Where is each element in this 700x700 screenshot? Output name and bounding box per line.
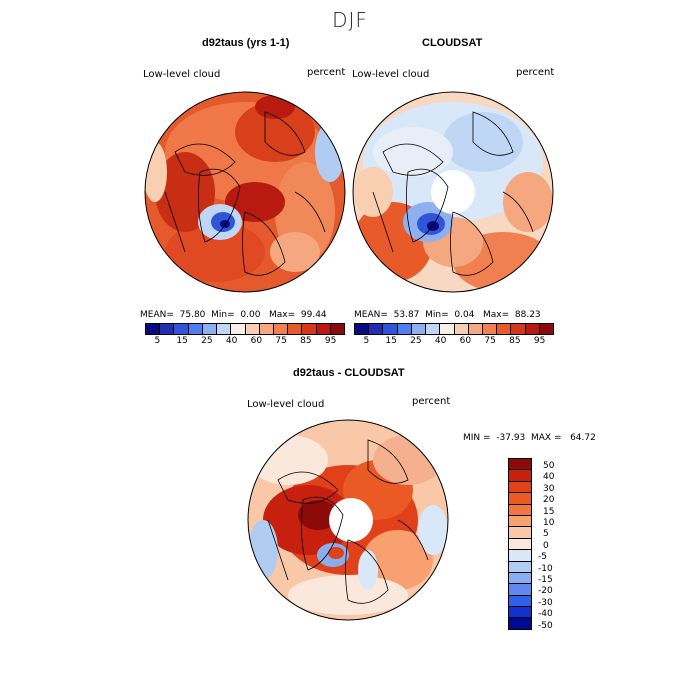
diff-colorbar-swatch (508, 618, 532, 629)
diff-colorbar-tick-label: 0 (543, 540, 549, 551)
colorbar-tick-label: 60 (459, 336, 472, 346)
colorbar-swatch (440, 324, 455, 334)
model-units-label: percent (307, 67, 346, 78)
diff-colorbar-tick-label: -15 (538, 575, 553, 585)
diff-colorbar-tick-label: -20 (538, 586, 553, 597)
obs-colorbar (354, 323, 554, 335)
obs-units-label: percent (516, 67, 555, 78)
colorbar-swatch (146, 324, 161, 334)
colorbar-tick-label: 75 (484, 336, 496, 346)
colorbar-swatch (330, 324, 345, 334)
colorbar-swatch (288, 324, 303, 334)
colorbar-swatch (355, 324, 370, 334)
model-stats: MEAN= 75.80 Min= 0.00 Max= 99.44 (140, 310, 327, 320)
diff-colorbar-tick-label: 15 (543, 506, 555, 517)
diff-colorbar-swatch (508, 538, 532, 551)
obs-colorbar-ticks: 5 15 25 40 60 75 85 95 (354, 336, 552, 348)
colorbar-swatch (202, 324, 218, 334)
model-colorbar (145, 323, 345, 335)
model-panel-title: d92taus (yrs 1-1) (202, 37, 290, 49)
diff-colorbar-swatch (508, 561, 532, 573)
diff-minmax: MIN = -37.93 MAX = 64.72 (463, 433, 596, 443)
diff-colorbar-tick-label: 10 (543, 518, 555, 528)
colorbar-swatch (539, 324, 554, 334)
diff-colorbar-swatch (508, 584, 532, 596)
colorbar-swatch (302, 324, 317, 334)
colorbar-swatch (497, 324, 512, 334)
diff-polar-map (247, 419, 449, 621)
colorbar-swatch (259, 324, 274, 334)
colorbar-swatch (383, 324, 398, 334)
colorbar-swatch (231, 324, 246, 334)
diff-colorbar-tick-label: -10 (538, 563, 553, 574)
colorbar-tick-label: 15 (385, 336, 397, 346)
colorbar-tick-label: 15 (176, 336, 188, 346)
colorbar-swatch (245, 324, 260, 334)
diff-colorbar-tick-label: 20 (543, 495, 555, 506)
obs-stats: MEAN= 53.87 Min= 0.04 Max= 88.23 (354, 310, 541, 320)
diff-colorbar-tick-label: 30 (543, 483, 555, 494)
diff-colorbar-tick-label: -50 (538, 620, 553, 631)
colorbar-swatch (426, 324, 441, 334)
diff-colorbar-swatch (508, 493, 532, 505)
colorbar-swatch (217, 324, 232, 334)
diff-colorbar-tick-label: -5 (538, 552, 547, 563)
colorbar-swatch (482, 324, 498, 334)
colorbar-swatch (316, 324, 331, 334)
colorbar-tick-label: 60 (250, 336, 263, 346)
colorbar-swatch (273, 324, 289, 334)
diff-colorbar-swatch (508, 595, 532, 608)
diff-units-label: percent (412, 396, 451, 407)
diff-colorbar-tick-label: 5 (543, 529, 549, 540)
colorbar-tick-label: 25 (201, 336, 213, 346)
colorbar-tick-label: 25 (410, 336, 422, 346)
diff-colorbar-ticks: 50 40 30 20 15 10 5 0 -5 -10 -15 -20 -30 -40 -50 (538, 458, 578, 631)
colorbar-tick-label: 40 (225, 336, 238, 346)
diff-panel-title: d92taus - CLOUDSAT (293, 367, 405, 379)
colorbar-tick-label: 5 (363, 336, 370, 346)
colorbar-swatch (511, 324, 526, 334)
colorbar-tick-label: 95 (533, 336, 546, 346)
diff-colorbar-swatch (508, 470, 532, 482)
model-colorbar-ticks: 5 15 25 40 60 75 85 95 (145, 336, 343, 348)
colorbar-swatch (454, 324, 469, 334)
colorbar-swatch (525, 324, 540, 334)
diff-colorbar-swatch (508, 527, 532, 539)
diff-variable-label: Low-level cloud (247, 399, 325, 410)
diff-colorbar (508, 458, 532, 630)
colorbar-swatch (411, 324, 427, 334)
diff-colorbar-tick-label: -40 (538, 609, 553, 620)
colorbar-swatch (174, 324, 189, 334)
season-title: DJF (332, 8, 368, 32)
diff-colorbar-swatch (508, 459, 532, 471)
diff-colorbar-swatch (508, 515, 532, 528)
diff-colorbar-tick-label: 40 (543, 472, 555, 483)
colorbar-swatch (188, 324, 203, 334)
obs-panel-title: CLOUDSAT (422, 37, 483, 49)
colorbar-tick-label: 85 (300, 336, 312, 346)
colorbar-tick-label: 85 (509, 336, 521, 346)
colorbar-swatch (468, 324, 483, 334)
diff-colorbar-tick-label: 50 (543, 461, 555, 471)
diff-colorbar-tick-label: -30 (538, 597, 553, 608)
diff-colorbar-swatch (508, 504, 532, 516)
colorbar-swatch (369, 324, 384, 334)
colorbar-tick-label: 95 (324, 336, 337, 346)
obs-variable-label: Low-level cloud (352, 69, 430, 80)
diff-colorbar-swatch (508, 572, 532, 585)
diff-colorbar-swatch (508, 481, 532, 494)
model-polar-map (144, 91, 346, 293)
model-variable-label: Low-level cloud (143, 69, 221, 80)
colorbar-swatch (160, 324, 175, 334)
colorbar-tick-label: 75 (275, 336, 287, 346)
colorbar-tick-label: 5 (154, 336, 161, 346)
diff-colorbar-swatch (508, 607, 532, 619)
diff-colorbar-swatch (508, 550, 532, 562)
colorbar-swatch (397, 324, 412, 334)
colorbar-tick-label: 40 (434, 336, 447, 346)
obs-polar-map (352, 91, 554, 293)
